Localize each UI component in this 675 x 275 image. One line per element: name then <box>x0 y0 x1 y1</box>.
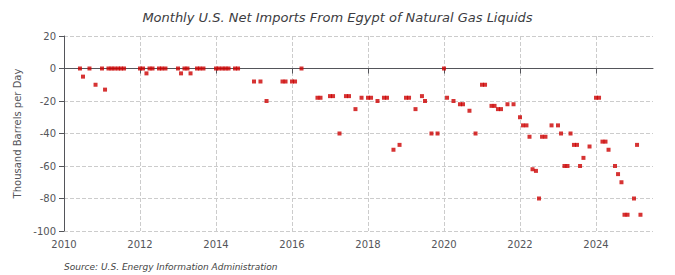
svg-text:-80: -80 <box>40 193 56 204</box>
svg-text:Monthly U.S. Net Imports From: Monthly U.S. Net Imports From Egypt of N… <box>142 10 532 25</box>
svg-text:2020: 2020 <box>431 239 456 250</box>
svg-text:-20: -20 <box>40 96 56 107</box>
svg-text:20: 20 <box>43 31 56 42</box>
svg-text:2022: 2022 <box>507 239 532 250</box>
svg-text:2024: 2024 <box>583 239 608 250</box>
svg-text:Thousand Barrels per Day: Thousand Barrels per Day <box>12 69 23 200</box>
svg-text:2018: 2018 <box>355 239 380 250</box>
svg-text:2012: 2012 <box>127 239 152 250</box>
svg-text:-100: -100 <box>33 226 56 237</box>
svg-text:Source: U.S. Energy Informatio: Source: U.S. Energy Information Administ… <box>64 262 278 272</box>
svg-text:-60: -60 <box>40 161 56 172</box>
svg-text:0: 0 <box>50 63 56 74</box>
svg-text:2010: 2010 <box>51 239 76 250</box>
svg-text:2014: 2014 <box>203 239 228 250</box>
svg-text:2016: 2016 <box>279 239 304 250</box>
svg-text:-40: -40 <box>40 128 56 139</box>
